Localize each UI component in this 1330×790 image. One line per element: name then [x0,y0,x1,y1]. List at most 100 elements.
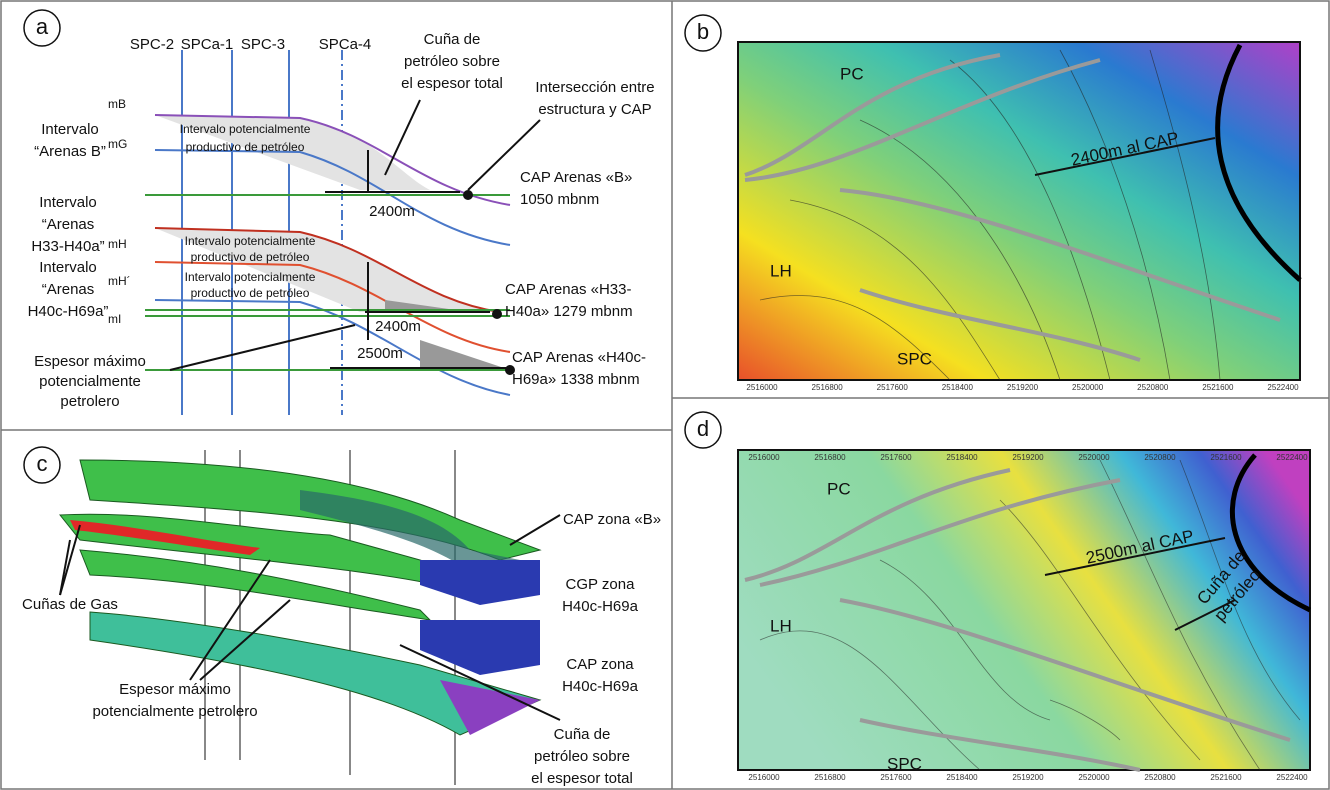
x-tick-label: 2519200 [1012,773,1044,782]
annotation: potencialmente petrolero [92,703,257,720]
x-tick-label: 2520800 [1144,453,1176,462]
place-label: LH [770,616,792,635]
shape [420,620,540,675]
distance-label: 2400m [369,203,415,220]
annotation: Cuña de [554,726,611,743]
x-tick-label: 2516000 [748,773,780,782]
interval-label: “Arenas B” [34,143,106,160]
annotation: petróleo sobre [404,53,500,70]
annotation: CAP Arenas «H40c- [512,349,646,366]
annotation: productivo de petróleo [186,140,305,154]
x-tick-label: 2516000 [746,383,778,392]
interval-label: H40c-H69a” [28,303,109,320]
marker: mH´ [108,274,131,288]
x-tick-label: 2520800 [1144,773,1176,782]
x-tick-label: 2517600 [880,773,912,782]
x-tick-label: 2516800 [812,383,844,392]
panel-label: a [36,14,49,39]
x-tick-label: 2521600 [1210,453,1242,462]
annotation: Intervalo potencialmente [180,122,311,136]
x-tick-label: 2519200 [1007,383,1039,392]
x-tick-label: 2521600 [1210,773,1242,782]
x-tick-label: 2521600 [1202,383,1234,392]
well-label: SPC-3 [241,36,285,53]
marker: mG [108,137,127,151]
annotation: el espesor total [401,75,503,92]
x-tick-label: 2517600 [880,453,912,462]
well-label: SPC-2 [130,36,174,53]
shape [60,525,80,595]
interval-label: “Arenas [42,216,95,233]
x-tick-label: 2518400 [946,453,978,462]
annotation: H40c-H69a [562,678,639,695]
annotation: petróleo sobre [534,748,630,765]
shape [420,560,540,605]
place-label: LH [770,261,792,280]
panel-label: c [37,451,48,476]
x-tick-label: 2520000 [1078,773,1110,782]
annotation: CAP zona [566,656,634,673]
well-label: SPCa-1 [181,36,234,53]
marker: mI [108,312,121,326]
annotation: H40c-H69a [562,598,639,615]
shape [155,300,510,395]
shape [463,190,473,200]
x-tick-label: 2520800 [1137,383,1169,392]
marker: mH [108,237,127,251]
annotation: Cuñas de Gas [22,596,118,613]
place-label: SPC [897,349,932,368]
x-tick-label: 2522400 [1267,383,1299,392]
group: 2516000 2516800 2517600 2518400 2519200 25200… [746,383,1299,392]
annotation: productivo de petróleo [191,286,310,300]
panel-label: d [697,416,709,441]
annotation: potencialmente [39,373,141,390]
interval-label: Intervalo [39,194,97,211]
x-tick-label: 2522400 [1276,773,1308,782]
x-tick-label: 2516800 [814,453,846,462]
distance-label: 2400m [375,318,421,335]
x-tick-label: 2520000 [1078,453,1110,462]
panel-a: a SPC-2 SPCa-1 SPC-3 SPCa-4 Cuña de petr… [24,10,655,415]
x-tick-label: 2518400 [946,773,978,782]
shape [170,325,355,370]
shape [492,309,502,319]
marker: mB [108,97,126,111]
place-label: PC [840,64,864,83]
x-tick-label: 2516800 [814,773,846,782]
x-tick-label: 2520000 [1072,383,1104,392]
x-tick-label: 2522400 [1276,453,1308,462]
annotation: estructura y CAP [538,101,651,118]
panel-c: c CAP zona «B» CGP zona H40c-H69a Cuñas … [22,447,661,787]
place-label: SPC [887,754,922,773]
annotation: CAP Arenas «H33- [505,281,631,298]
annotation: Espesor máximo [34,353,146,370]
annotation: Intersección entre [535,79,654,96]
interval-label: H33-H40a” [31,238,104,255]
annotation: CGP zona [566,576,636,593]
panel-d: d PC LH SPC 2500m al CAP Cuña de petróle… [685,412,1310,782]
annotation: H69a» 1338 mbnm [512,371,640,388]
annotation: productivo de petróleo [191,250,310,264]
annotation: H40a» 1279 mbnm [505,303,633,320]
figure: a SPC-2 SPCa-1 SPC-3 SPCa-4 Cuña de petr… [0,0,1330,790]
annotation: Intervalo potencialmente [185,270,316,284]
panel-label: b [697,19,709,44]
annotation: Intervalo potencialmente [185,234,316,248]
well-label: SPCa-4 [319,36,372,53]
distance-label: 2500m [357,345,403,362]
annotation: petrolero [60,393,119,410]
x-tick-label: 2519200 [1012,453,1044,462]
x-tick-label: 2518400 [942,383,974,392]
annotation: CAP Arenas «B» [520,169,632,186]
place-label: PC [827,479,851,498]
annotation: el espesor total [531,770,633,787]
interval-label: Intervalo [41,121,99,138]
interval-label: Intervalo [39,259,97,276]
interval-label: “Arenas [42,281,95,298]
shape [510,515,560,545]
annotation: CAP zona «B» [563,511,661,528]
x-tick-label: 2517600 [877,383,909,392]
annotation: Espesor máximo [119,681,231,698]
annotation: Cuña de [424,31,481,48]
